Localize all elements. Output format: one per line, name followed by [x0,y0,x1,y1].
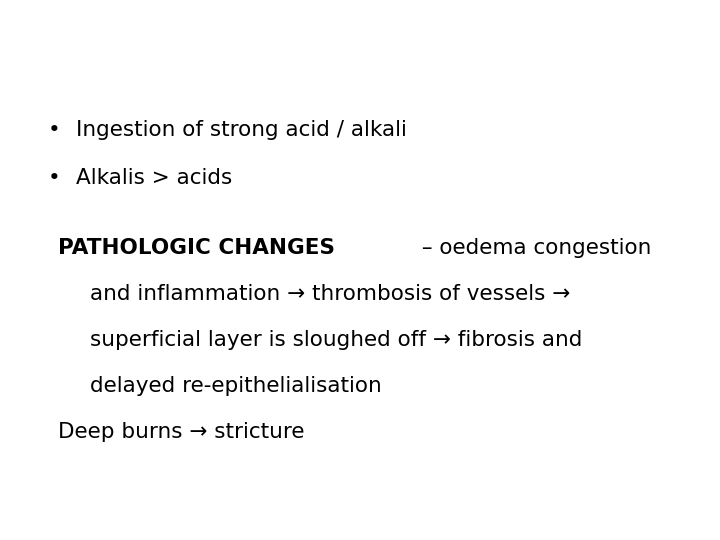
Text: and inflammation → thrombosis of vessels →: and inflammation → thrombosis of vessels… [90,284,570,305]
Text: superficial layer is sloughed off → fibrosis and: superficial layer is sloughed off → fibr… [90,330,582,350]
Text: Ingestion of strong acid / alkali: Ingestion of strong acid / alkali [76,119,407,140]
Text: PATHOLOGIC CHANGES: PATHOLOGIC CHANGES [58,238,335,259]
Text: •: • [48,168,60,188]
Text: Deep burns → stricture: Deep burns → stricture [58,422,304,442]
Text: Alkalis > acids: Alkalis > acids [76,168,232,188]
Text: delayed re-epithelialisation: delayed re-epithelialisation [90,376,382,396]
Text: •: • [48,119,60,140]
Text: – oedema congestion: – oedema congestion [415,238,652,259]
